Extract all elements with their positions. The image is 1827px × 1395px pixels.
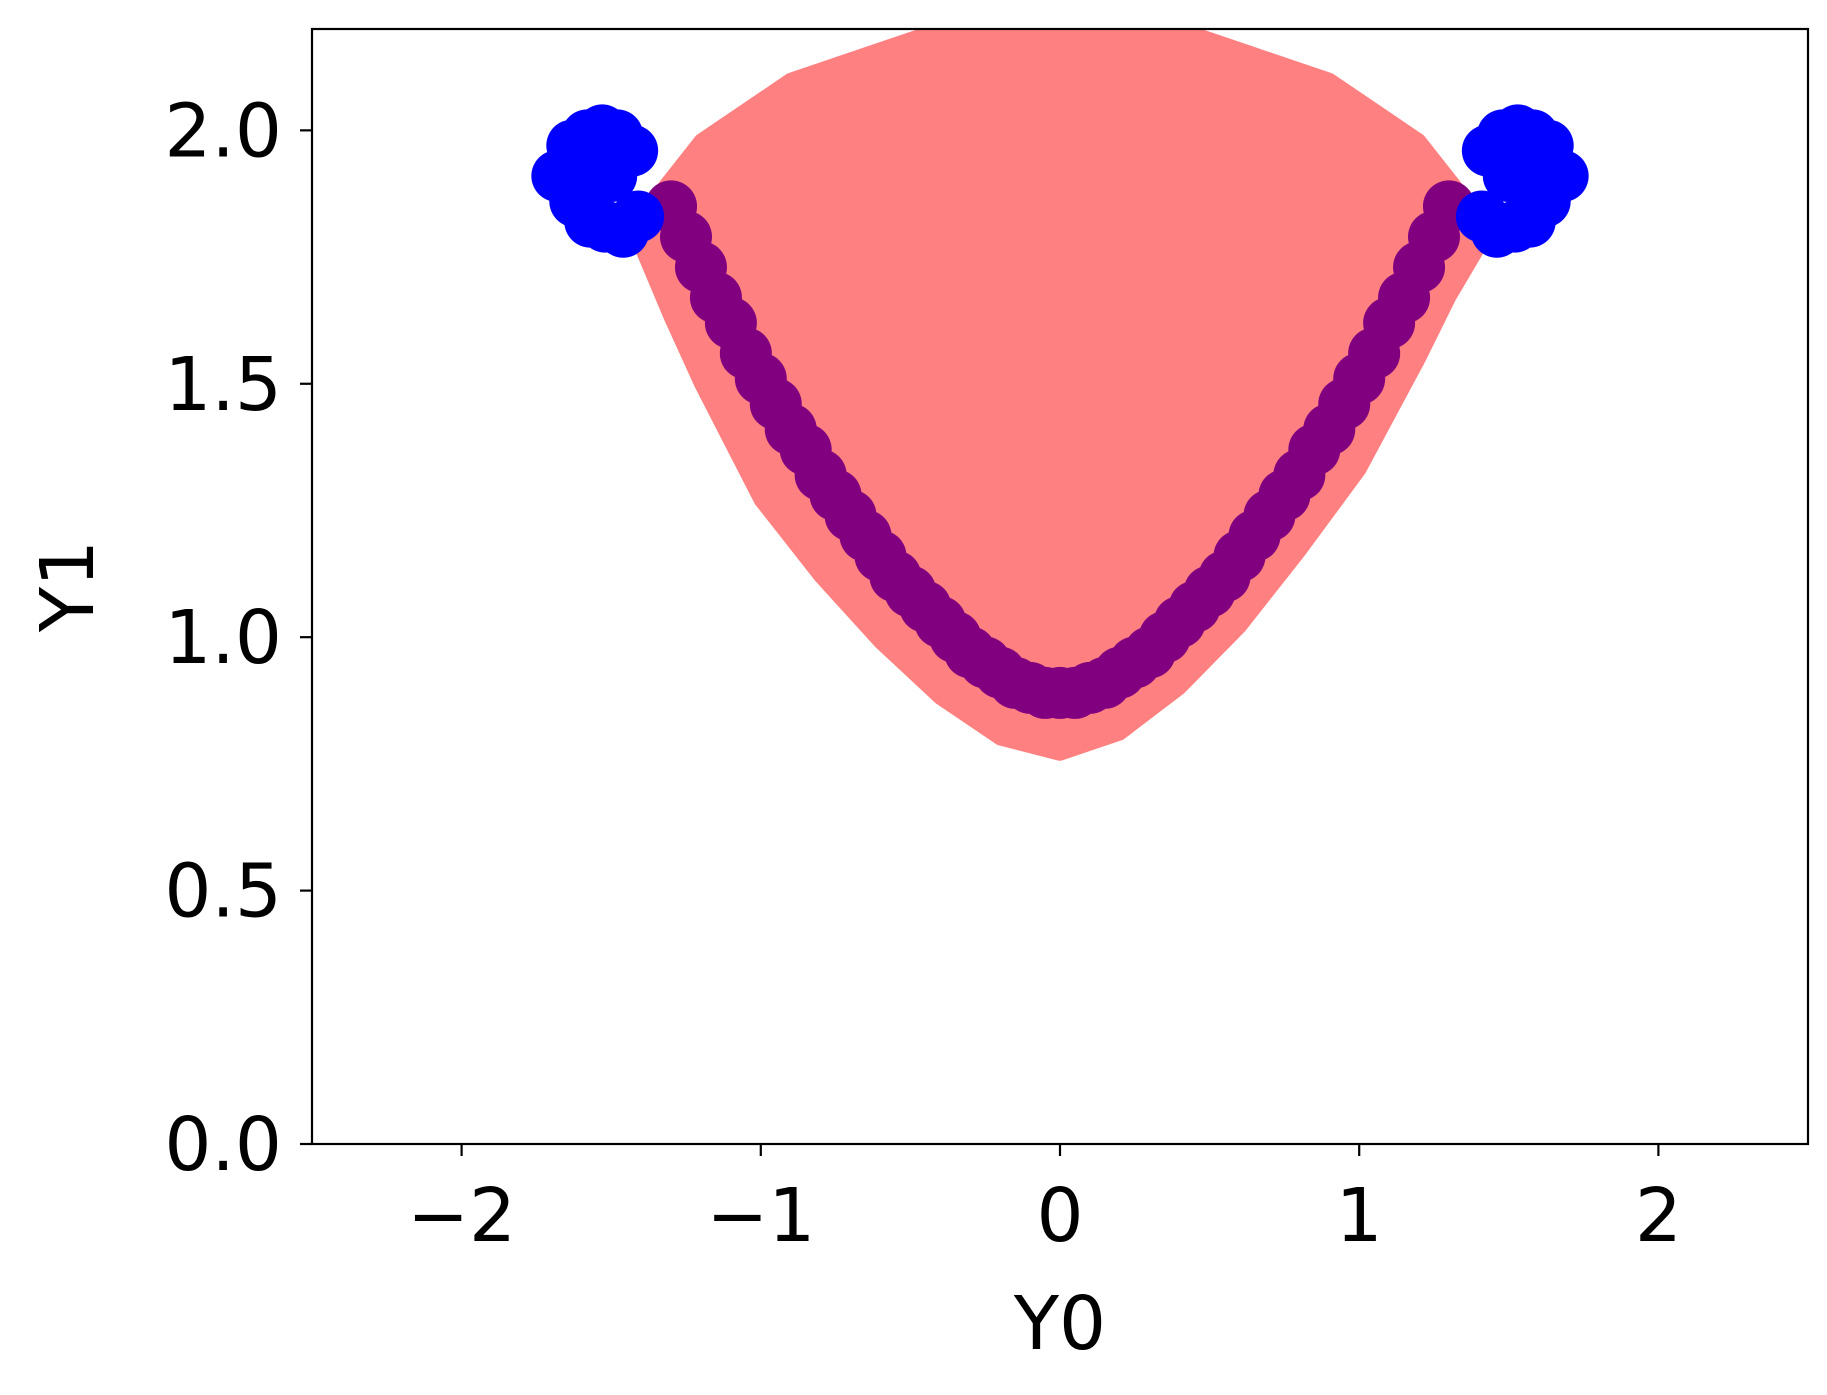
y-axis: 0.0 0.5 1.0 1.5 2.0 [164,88,312,1188]
y-tick-label: 0.0 [164,1102,282,1188]
y-tick-label: 0.5 [164,849,282,935]
series-2-point-25 [1482,149,1535,202]
x-axis-label: Y0 [1013,1281,1106,1367]
y-tick-label: 2.0 [164,88,282,174]
series-region-0 [634,29,1486,761]
series-2-point-10 [612,190,665,243]
y-tick-label: 1.5 [164,342,282,428]
series-2-point-23 [1455,190,1508,243]
x-tick-label: 1 [1336,1173,1383,1259]
x-tick-label: −1 [706,1173,815,1259]
x-axis: −2 −1 0 1 2 [407,1144,1682,1259]
x-tick-label: 2 [1635,1173,1682,1259]
series-2-point-12 [585,149,638,202]
x-tick-label: −2 [407,1173,516,1259]
y-tick-label: 1.0 [164,595,282,681]
plot-marks [531,29,1589,761]
y-axis-label: Y1 [25,540,111,633]
x-tick-label: 0 [1036,1173,1083,1259]
